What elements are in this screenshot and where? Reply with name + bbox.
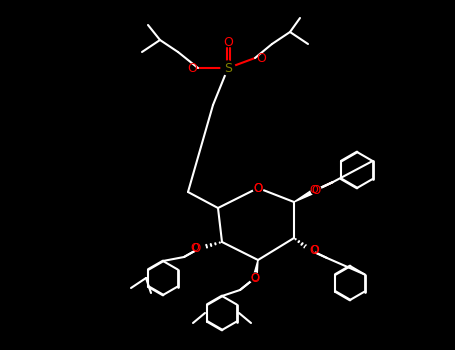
Text: O: O [251, 273, 259, 283]
Circle shape [221, 61, 235, 75]
Polygon shape [294, 188, 317, 202]
Text: O: O [223, 36, 233, 49]
Text: O: O [256, 51, 266, 64]
Circle shape [253, 183, 263, 193]
Circle shape [305, 245, 315, 255]
Text: O: O [309, 244, 318, 257]
Polygon shape [253, 260, 258, 278]
Text: O: O [250, 272, 260, 285]
Circle shape [311, 185, 321, 195]
Circle shape [195, 243, 205, 253]
Text: O: O [253, 182, 263, 195]
Text: S: S [224, 62, 232, 75]
Text: O: O [309, 185, 318, 195]
Text: O: O [187, 62, 197, 75]
Text: O: O [191, 243, 199, 253]
Text: O: O [311, 245, 319, 255]
Text: O: O [311, 183, 321, 196]
Circle shape [250, 273, 260, 283]
Text: O: O [192, 241, 201, 254]
Text: O: O [253, 182, 263, 195]
